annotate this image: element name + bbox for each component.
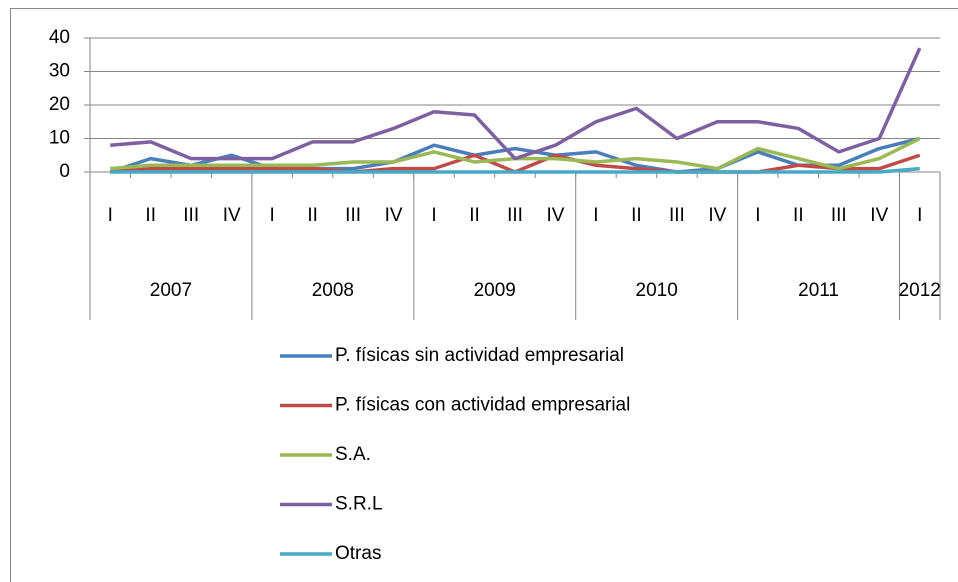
x-tick-label: IV: [870, 205, 888, 226]
x-tick-label: II: [469, 205, 480, 226]
x-tick-label: II: [793, 205, 804, 226]
x-tick-label: III: [183, 205, 199, 226]
legend-label: S.A.: [335, 444, 371, 465]
x-tick-label: IV: [223, 205, 241, 226]
y-tick-label: 40: [49, 27, 70, 48]
y-tick-label: 10: [49, 128, 70, 149]
group-label: 2012: [899, 280, 941, 301]
series-line: [110, 166, 920, 174]
x-tick-label: I: [270, 205, 275, 226]
y-tick-label: 30: [49, 61, 70, 82]
x-tick-label: II: [307, 205, 318, 226]
x-tick-label: III: [345, 205, 361, 226]
group-label: 2008: [312, 280, 354, 301]
group-label: 2009: [474, 280, 516, 301]
x-tick-label: I: [431, 205, 436, 226]
group-label: 2011: [798, 280, 839, 301]
x-tick-label: II: [145, 205, 156, 226]
legend-label: Otras: [335, 543, 381, 564]
x-tick-label: III: [831, 205, 847, 226]
legend-label: P. físicas con actividad empresarial: [335, 395, 630, 416]
x-tick-label: II: [631, 205, 642, 226]
y-tick-label: 0: [59, 161, 70, 182]
x-tick-label: I: [917, 205, 922, 226]
chart-border: [10, 8, 958, 582]
x-tick-label: III: [669, 205, 685, 226]
x-tick-label: IV: [546, 205, 564, 226]
x-tick-label: III: [507, 205, 523, 226]
series-line: [110, 47, 922, 161]
group-label: 2007: [150, 280, 192, 301]
legend-label: S.R.L: [335, 494, 383, 515]
x-tick-label: I: [593, 205, 598, 226]
legend-label: P. físicas sin actividad empresarial: [335, 345, 624, 366]
x-tick-label: IV: [708, 205, 726, 226]
x-tick-label: IV: [385, 205, 403, 226]
y-tick-label: 20: [49, 94, 70, 115]
x-tick-label: I: [108, 205, 113, 226]
group-label: 2010: [636, 280, 678, 301]
x-tick-label: I: [755, 205, 760, 226]
